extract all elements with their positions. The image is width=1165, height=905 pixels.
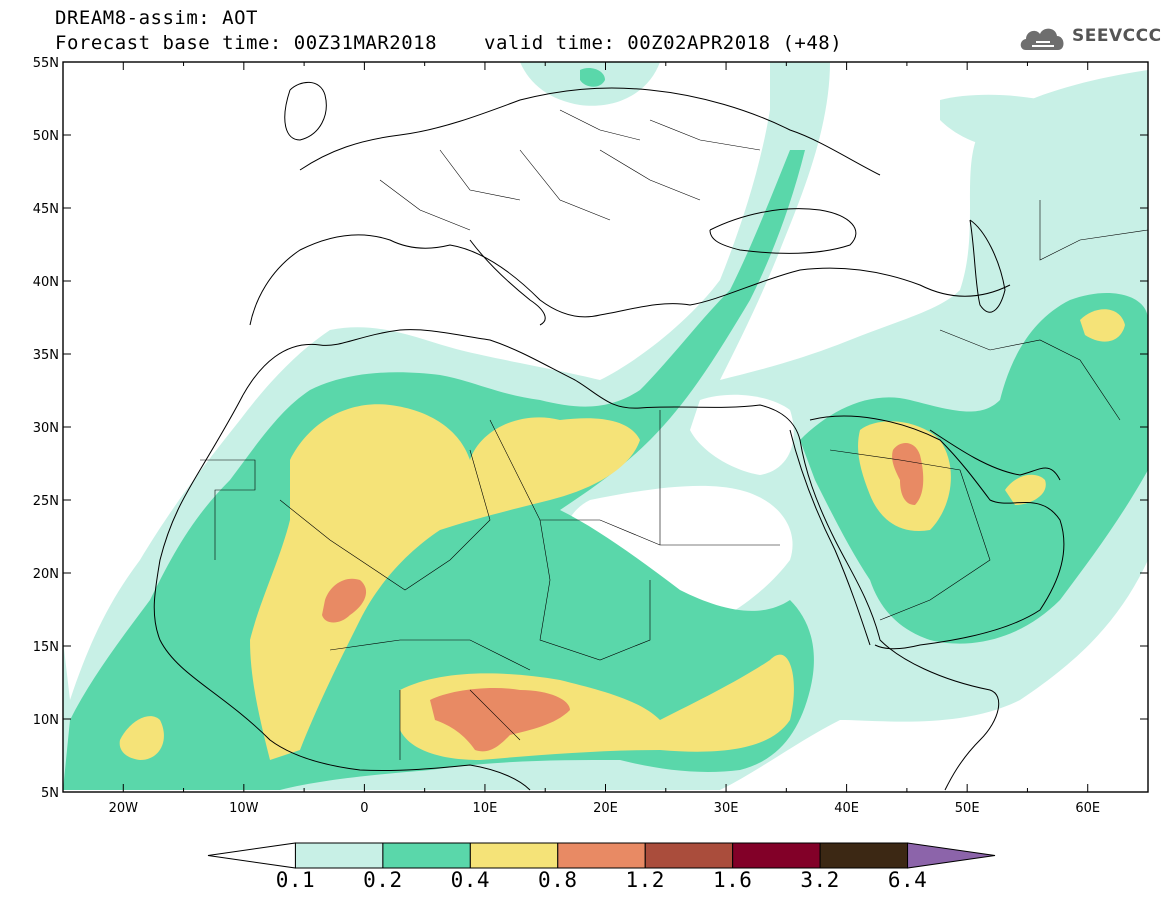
lat-tick-label: 45N	[33, 202, 59, 217]
lat-tick-label: 40N	[33, 275, 59, 290]
border-niger	[329, 639, 531, 671]
lat-tick-label: 15N	[33, 640, 59, 655]
arabia-coast	[809, 415, 1065, 650]
colorbar-segment	[557, 842, 646, 869]
cloud-icon	[1020, 28, 1064, 50]
aot-band-0.4-iran	[1080, 309, 1125, 342]
aot-band-0.8-arabia	[892, 443, 924, 505]
border-europe-2	[559, 109, 761, 151]
uk	[284, 81, 327, 141]
africa-coastline	[242, 329, 1000, 791]
aot-band-0.4-gulf	[1005, 474, 1046, 505]
border-iran	[939, 329, 1121, 421]
colorbar-segment	[382, 842, 471, 869]
seevccc-logo: SEEVCCC	[1018, 22, 1161, 58]
border-kazakh	[1039, 200, 1148, 261]
forecast-base-time: Forecast base time: 00Z31MAR2018	[55, 32, 438, 54]
border-chad	[539, 519, 651, 661]
aot-field	[63, 62, 1148, 790]
border-algeria-mali	[279, 449, 491, 591]
border-saudi	[829, 449, 991, 621]
lon-tick-label: 20W	[109, 801, 139, 816]
colorbar-label: 6.4	[887, 868, 928, 892]
lon-tick-label: 30E	[714, 801, 739, 816]
aot-band-0.8-mali	[322, 578, 367, 623]
lat-tick-label: 55N	[33, 56, 59, 71]
lat-tick-label: 5N	[41, 786, 59, 801]
persian-gulf	[929, 429, 1061, 481]
aot-colorbar	[207, 842, 996, 869]
colorbar-segment	[819, 842, 909, 869]
colorbar-segment	[732, 842, 821, 869]
lon-tick-label: 10W	[229, 801, 259, 816]
colorbar-label: 0.8	[538, 868, 578, 892]
colorbar-segment	[644, 842, 734, 869]
colorbar-segment	[294, 842, 384, 869]
lon-tick-label: 0	[360, 801, 368, 816]
africa-west-coast	[153, 394, 531, 791]
aot-band-0.2-small	[580, 68, 605, 87]
lon-tick-label: 40E	[834, 801, 859, 816]
colorbar-arrow-high	[907, 842, 996, 869]
colorbar-label: 0.4	[450, 868, 491, 892]
axis-tick-labels: 20W 10W 0 10E 20E 30E 40E 50E 60E 55N 50N 45N 40N 35N…	[33, 56, 1100, 816]
black-sea	[709, 208, 857, 254]
colorbar-label: 1.6	[712, 868, 753, 892]
italy	[469, 239, 546, 326]
axis-ticks	[63, 61, 1148, 793]
colorbar-label: 0.1	[275, 868, 316, 892]
aot-band-0.4-wafrica	[119, 716, 164, 760]
colorbar-label: 0.2	[363, 868, 403, 892]
map-title: DREAM8-assim: AOT	[55, 7, 258, 29]
colorbar-label: 1.2	[625, 868, 665, 892]
lon-tick-label: 10E	[473, 801, 498, 816]
border-egypt-sudan	[659, 410, 780, 546]
lat-tick-label: 25N	[33, 494, 59, 509]
lon-tick-label: 20E	[593, 801, 618, 816]
aot-band-0.1-east	[940, 94, 1086, 150]
border-nigeria	[399, 689, 521, 760]
europe-coastline	[249, 234, 1011, 326]
lat-tick-label: 50N	[33, 129, 59, 144]
colorbar-label: 3.2	[800, 868, 840, 892]
lat-tick-label: 20N	[33, 567, 59, 582]
aot-band-0.2-arabia	[800, 292, 1148, 644]
europe-north	[299, 87, 881, 176]
colorbar-arrow-low	[207, 842, 296, 869]
coastlines	[153, 81, 1065, 791]
border-libya	[489, 419, 661, 546]
red-sea	[789, 429, 871, 646]
lon-tick-label: 60E	[1075, 801, 1100, 816]
borders	[200, 109, 1148, 760]
colorbar-segment	[469, 842, 559, 869]
valid-time: valid time: 00Z02APR2018 (+48)	[484, 32, 843, 54]
aot-band-0.4	[250, 404, 640, 760]
lat-tick-label: 35N	[33, 348, 59, 363]
clear-region-egypt	[690, 394, 794, 475]
border-europe-1	[379, 149, 701, 231]
lat-tick-label: 10N	[33, 713, 59, 728]
lon-tick-label: 50E	[955, 801, 980, 816]
border-mauritania	[200, 459, 256, 560]
caspian-sea	[969, 219, 1006, 313]
lat-tick-label: 30N	[33, 421, 59, 436]
logo-text: SEEVCCC	[1072, 26, 1162, 46]
